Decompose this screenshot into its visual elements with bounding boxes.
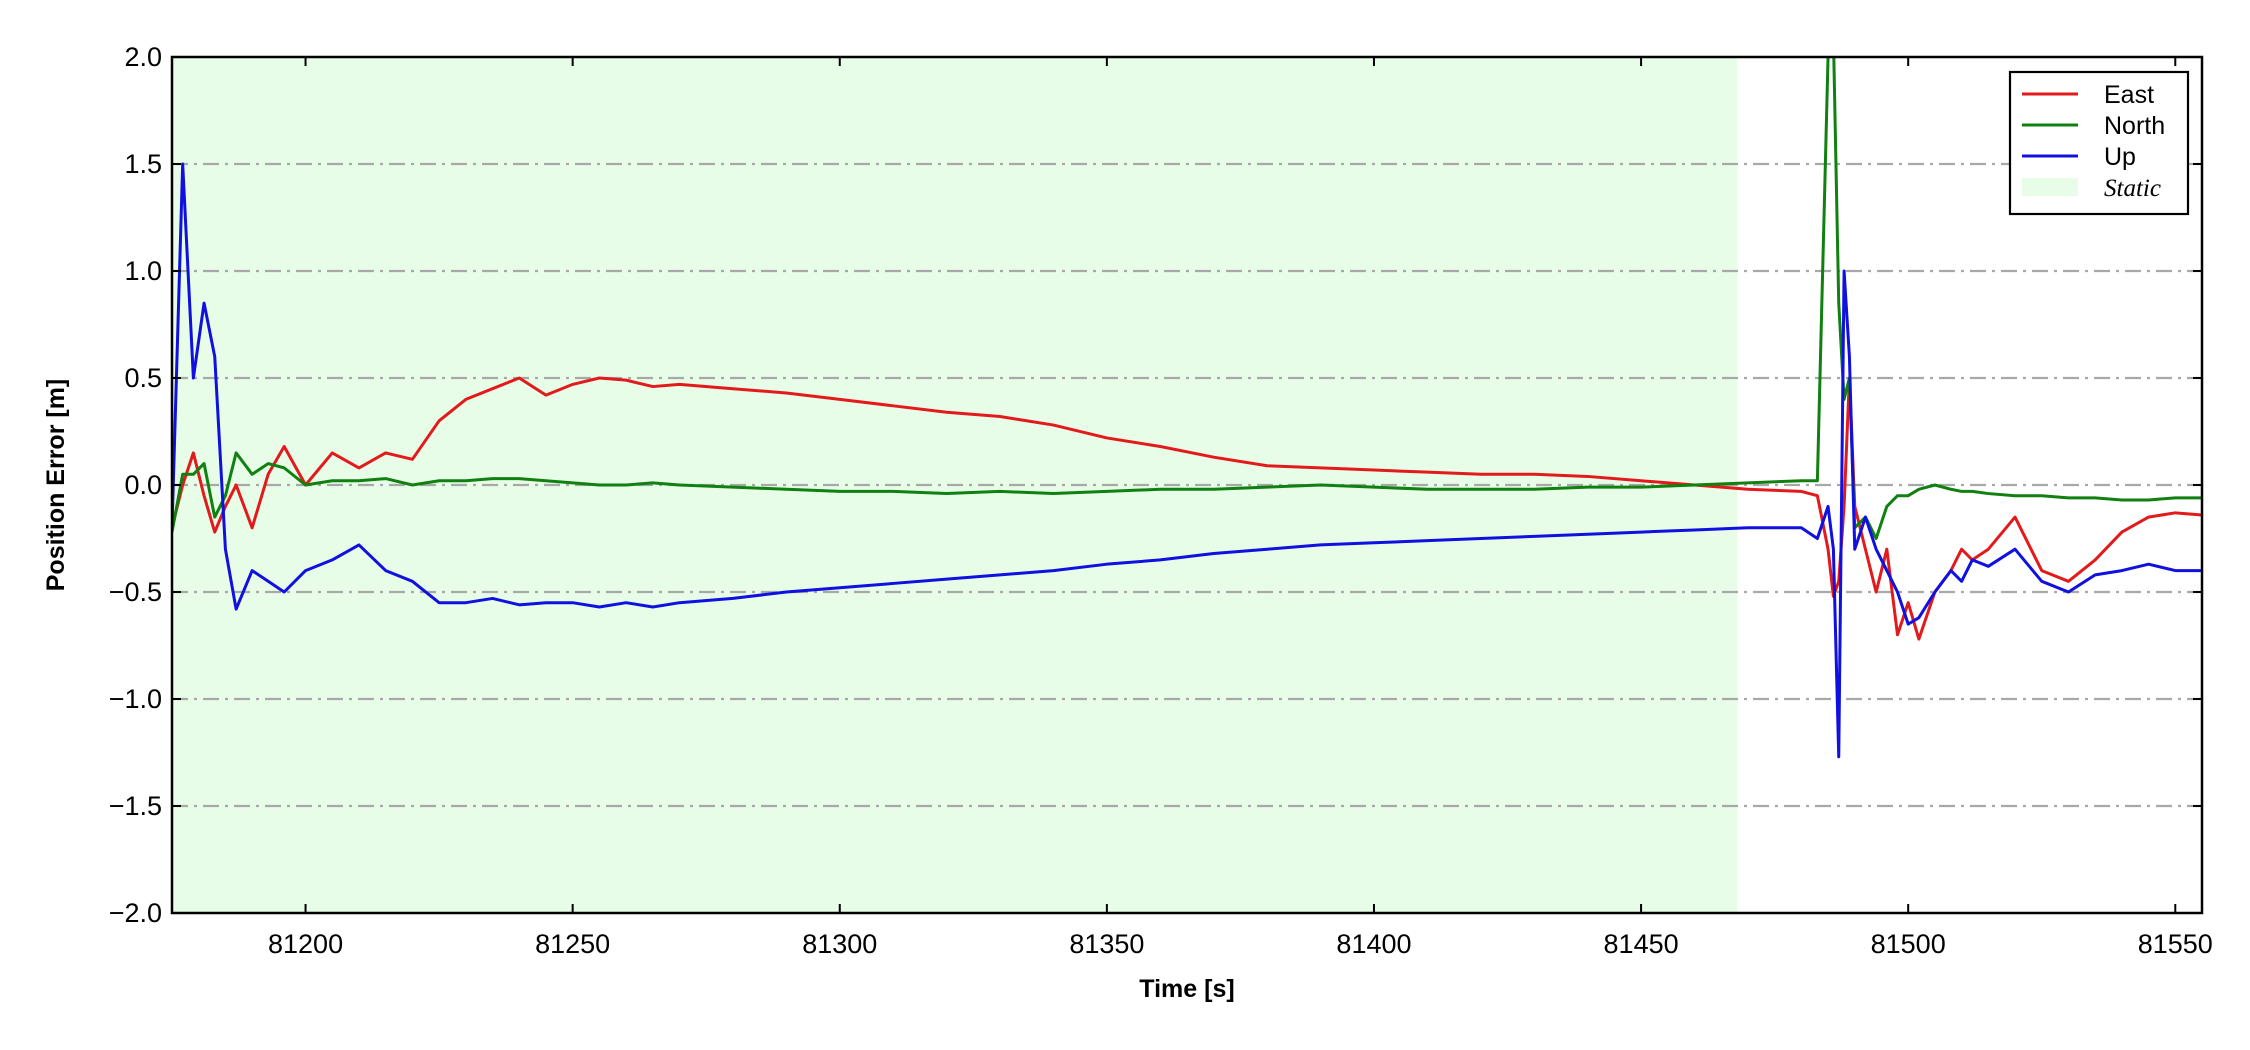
x-tick-label: 81250 [535, 929, 610, 959]
x-tick-label: 81400 [1336, 929, 1411, 959]
y-tick-label: −2.0 [109, 898, 162, 928]
x-tick-label: 81200 [268, 929, 343, 959]
grid-layer [172, 162, 2202, 808]
legend-swatch [2022, 178, 2078, 196]
x-tick-label: 81500 [1871, 929, 1946, 959]
y-tick-label: 0.5 [124, 363, 162, 393]
legend: East North Up Static [2008, 70, 2190, 216]
x-tick-label: 81550 [2138, 929, 2213, 959]
series-line [172, 57, 2202, 540]
x-tick-label: 81450 [1604, 929, 1679, 959]
legend-label: Up [2104, 143, 2136, 171]
legend-label: North [2104, 112, 2165, 140]
y-tick-label: −0.5 [109, 577, 162, 607]
lines-layer [172, 57, 2202, 759]
y-tick-label: 1.0 [124, 256, 162, 286]
y-tick-label: −1.5 [109, 791, 162, 821]
ticks-layer: −2.0 −1.5 −1.0 −0.5 0.0 0.5 1.0 1.5 2.0 81200 8125… [109, 42, 2213, 959]
series-line [172, 162, 2202, 759]
y-axis-label: Position Error [m] [42, 379, 70, 592]
legend-label: Static [2104, 175, 2161, 202]
legend-label: East [2104, 81, 2154, 109]
y-tick-label: 2.0 [124, 42, 162, 72]
x-axis-label: Time [s] [1139, 975, 1234, 1003]
y-tick-label: −1.0 [109, 684, 162, 714]
y-tick-label: 1.5 [124, 149, 162, 179]
x-tick-label: 81300 [802, 929, 877, 959]
x-tick-label: 81350 [1069, 929, 1144, 959]
y-tick-label: 0.0 [124, 470, 162, 500]
